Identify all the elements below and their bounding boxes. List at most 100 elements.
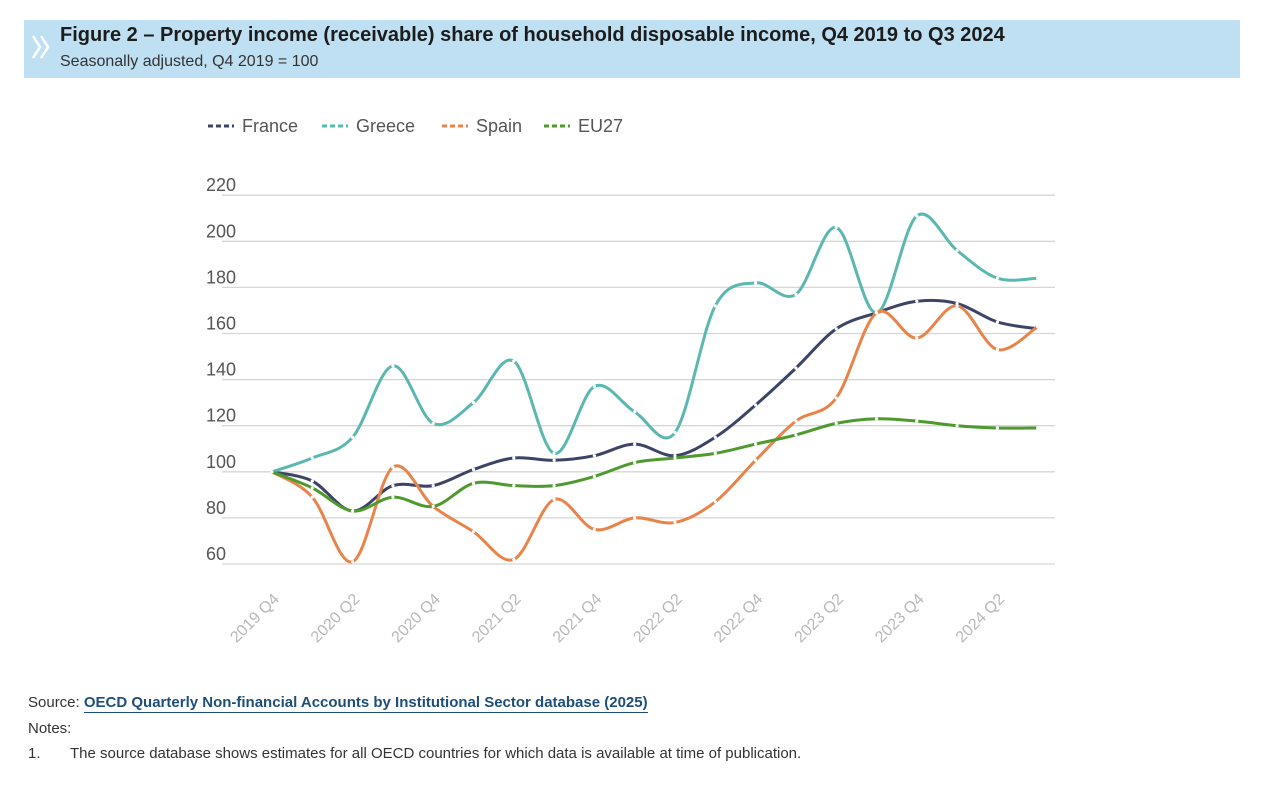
legend-label: EU27 <box>578 116 623 136</box>
data-point <box>592 384 597 389</box>
data-point <box>512 456 516 460</box>
x-axis: 2019 Q4 2020 Q2 2020 Q4 2021 Q2 2021 Q4 2022 … <box>227 591 1008 646</box>
data-point <box>1036 276 1040 280</box>
data-point <box>391 465 395 469</box>
data-point <box>754 403 758 407</box>
data-point <box>955 304 959 308</box>
data-point <box>310 479 314 483</box>
data-point <box>351 435 355 439</box>
data-point <box>391 364 395 368</box>
y-tick-label: 220 <box>206 175 236 195</box>
data-point <box>552 451 556 455</box>
source-prefix: Source: <box>28 694 84 711</box>
legend-label: France <box>242 116 298 136</box>
x-tick-label: 2020 Q4 <box>389 591 444 646</box>
data-point <box>391 495 395 499</box>
data-point <box>592 474 597 479</box>
data-point <box>713 500 717 504</box>
series-eu27 <box>270 417 1040 513</box>
data-point <box>673 520 677 525</box>
data-point <box>673 456 677 460</box>
legend-item-france: France <box>208 116 298 136</box>
data-point <box>713 451 717 455</box>
data-point <box>633 442 637 446</box>
data-point <box>874 311 879 315</box>
data-point <box>955 424 959 428</box>
data-point <box>512 359 516 363</box>
x-tick-label: 2022 Q4 <box>711 591 766 646</box>
legend-label: Greece <box>356 116 415 136</box>
y-tick-label: 100 <box>206 452 236 472</box>
data-point <box>270 470 274 474</box>
data-point <box>471 467 476 472</box>
data-point <box>794 419 798 423</box>
x-tick-label: 2023 Q2 <box>792 591 847 646</box>
figure-subtitle: Seasonally adjusted, Q4 2019 = 100 <box>60 53 319 70</box>
notes-label: Notes: <box>28 720 72 737</box>
data-point <box>794 366 798 370</box>
data-point <box>391 484 395 488</box>
data-point <box>552 497 556 502</box>
data-point <box>471 481 476 485</box>
note-text: The source database shows estimates for … <box>70 745 802 762</box>
series-line-spain <box>270 304 1040 564</box>
data-point <box>995 276 1000 280</box>
series-spain <box>270 304 1040 564</box>
x-tick-label: 2020 Q2 <box>308 591 363 646</box>
data-point <box>351 509 355 513</box>
data-point <box>955 248 959 253</box>
note-item: 1. The source database shows estimates fo… <box>28 745 801 762</box>
chart-series <box>270 212 1040 564</box>
data-point <box>431 504 435 508</box>
data-point <box>834 225 838 230</box>
y-tick-label: 200 <box>206 221 236 241</box>
chart-grid <box>222 194 1055 565</box>
data-point <box>471 401 476 405</box>
x-tick-label: 2019 Q4 <box>227 591 282 646</box>
data-point <box>512 484 516 488</box>
x-tick-label: 2022 Q2 <box>630 591 685 646</box>
data-point <box>310 486 314 490</box>
data-point <box>1036 426 1040 430</box>
y-tick-label: 60 <box>206 544 226 564</box>
data-point <box>310 495 314 499</box>
x-tick-label: 2021 Q2 <box>469 591 524 646</box>
source-line: Source: OECD Quarterly Non-financial Acc… <box>28 694 648 713</box>
x-tick-label: 2021 Q4 <box>550 591 605 646</box>
data-point <box>915 299 919 303</box>
data-point <box>794 292 798 296</box>
line-chart: France Greece Spain EU27 60 80 100 120 140 160 18… <box>206 116 1055 646</box>
series-line-france <box>270 298 1040 513</box>
figure-header: Figure 2 – Property income (receivable) … <box>24 20 1240 78</box>
data-point <box>310 456 314 460</box>
y-tick-label: 120 <box>206 406 236 426</box>
data-point <box>874 417 879 421</box>
source-link[interactable]: OECD Quarterly Non-financial Accounts by… <box>83 694 648 713</box>
data-point <box>995 320 1000 324</box>
data-point <box>713 435 717 439</box>
x-tick-label: 2023 Q4 <box>872 591 927 646</box>
data-point <box>995 426 1000 430</box>
data-point <box>794 433 798 437</box>
y-tick-label: 160 <box>206 314 236 334</box>
data-point <box>552 458 556 462</box>
y-tick-label: 140 <box>206 360 236 380</box>
data-point <box>915 336 919 340</box>
data-point <box>915 419 919 423</box>
data-point <box>673 431 677 435</box>
series-greece <box>270 212 1040 474</box>
legend-item-greece: Greece <box>322 116 415 136</box>
data-point <box>552 484 556 488</box>
data-point <box>834 396 838 400</box>
data-point <box>471 530 476 534</box>
data-point <box>834 327 838 331</box>
data-point <box>633 410 637 414</box>
data-point <box>351 560 355 564</box>
data-point <box>1036 324 1040 329</box>
y-axis: 60 80 100 120 140 160 180 200 220 <box>206 175 236 564</box>
y-tick-label: 180 <box>206 267 236 287</box>
chart-legend: France Greece Spain EU27 <box>208 116 623 136</box>
data-point <box>754 442 758 446</box>
legend-item-spain: Spain <box>442 116 522 136</box>
data-point <box>633 516 637 520</box>
